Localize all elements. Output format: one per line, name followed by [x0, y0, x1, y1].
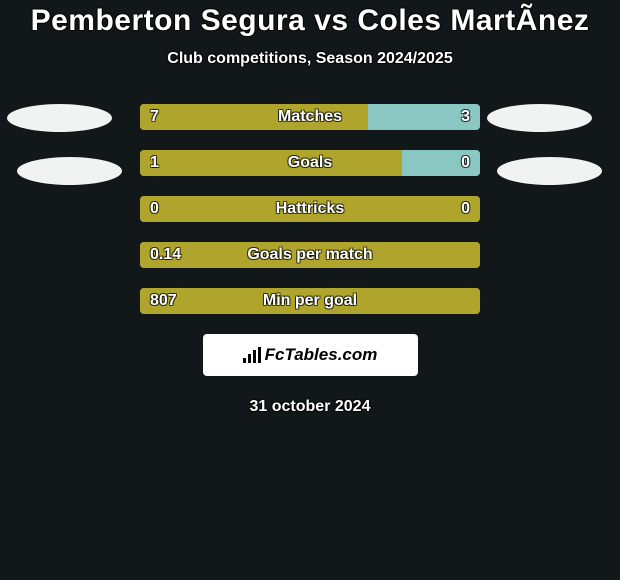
stat-rows: Matches73Goals10Hattricks00Goals per mat…: [0, 104, 620, 314]
stat-label: Goals per match: [140, 242, 480, 268]
stat-bar-track: Matches: [140, 104, 480, 130]
fctables-text: FcTables.com: [265, 345, 378, 365]
stat-bar-track: Hattricks: [140, 196, 480, 222]
stat-label: Goals: [140, 150, 480, 176]
stat-row: Min per goal807: [0, 288, 620, 314]
stat-row: Hattricks0 0: [0, 196, 620, 222]
stat-bar-track: Goals: [140, 150, 480, 176]
stat-value-left: 0: [150, 196, 159, 222]
stats-area: Matches73Goals10Hattricks00Goals per mat…: [0, 104, 620, 314]
stat-label: Min per goal: [140, 288, 480, 314]
stat-value-left: 807: [150, 288, 177, 314]
subtitle: Club competitions, Season 2024/2025: [0, 50, 620, 68]
fctables-watermark: FcTables.com: [203, 334, 418, 376]
bar-chart-icon: [243, 347, 261, 363]
stat-value-right: 0: [461, 150, 470, 176]
stat-label: Hattricks: [140, 196, 480, 222]
stat-bar-track: Goals per match: [140, 242, 480, 268]
stat-value-left: 0.14: [150, 242, 181, 268]
date-line: 31 october 2024: [0, 398, 620, 416]
page-title: Pemberton Segura vs Coles MartÃ­nez: [0, 4, 620, 38]
stat-value-right: 3: [461, 104, 470, 130]
comparison-infographic: Pemberton Segura vs Coles MartÃ­nez Club…: [0, 0, 620, 580]
stat-value-left: 7: [150, 104, 159, 130]
stat-label: Matches: [140, 104, 480, 130]
stat-row: Goals per match0.14: [0, 242, 620, 268]
stat-row: Goals1 0: [0, 150, 620, 176]
stat-value-left: 1: [150, 150, 159, 176]
stat-bar-track: Min per goal: [140, 288, 480, 314]
stat-value-right: 0: [461, 196, 470, 222]
stat-row: Matches7 3: [0, 104, 620, 130]
